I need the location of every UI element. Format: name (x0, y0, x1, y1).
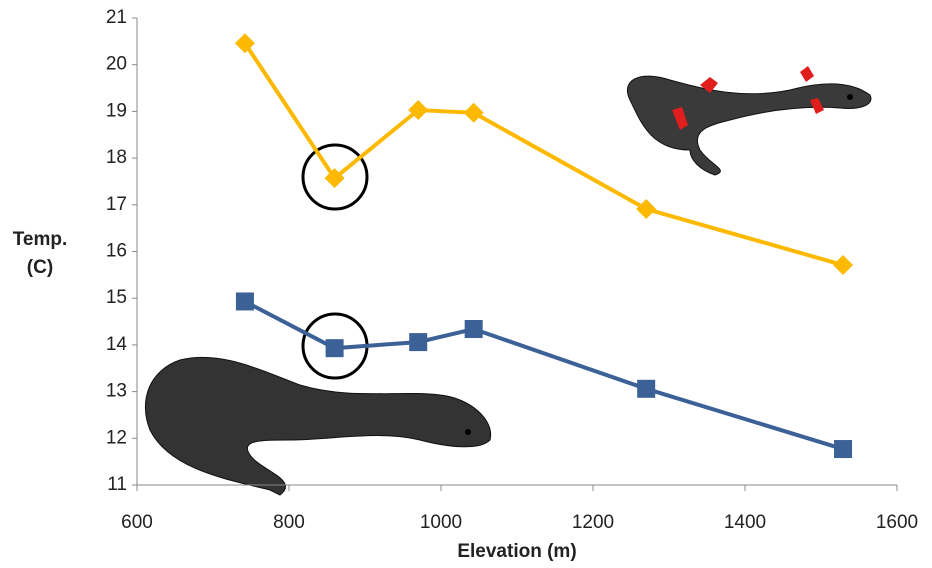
marker (637, 380, 655, 398)
y-axis-title: (C) (27, 257, 53, 278)
marker (834, 440, 852, 458)
marker (464, 103, 484, 123)
y-tick-label: 15 (106, 287, 127, 308)
y-tick-label: 17 (106, 194, 127, 215)
y-tick-label: 14 (106, 334, 128, 355)
marker (236, 292, 254, 310)
x-axis-title: Elevation (m) (457, 541, 576, 562)
x-tick-label: 600 (121, 512, 153, 533)
chart: Elevation (m) Temp. (C) 11 12 13 14 15 16 17 18… (0, 0, 932, 568)
y-axis-title: Temp. (13, 229, 68, 250)
y-tick-label: 20 (106, 54, 127, 75)
y-tick-label: 19 (106, 100, 127, 121)
y-tick-label: 11 (107, 474, 127, 495)
y-tick-label: 13 (106, 381, 127, 402)
y-tick-label: 21 (106, 7, 127, 28)
marker (409, 333, 427, 351)
x-tick-label: 1000 (420, 512, 462, 533)
spotted-salamander (145, 357, 490, 495)
marker (833, 255, 853, 275)
x-tick-label: 1200 (572, 512, 614, 533)
x-tick-label: 1600 (876, 512, 918, 533)
marker (326, 339, 344, 357)
marker (465, 320, 483, 338)
y-tick-label: 18 (106, 147, 127, 168)
x-tick-label: 800 (273, 512, 305, 533)
y-tick-label: 12 (106, 427, 127, 448)
red-legged-salamander (627, 66, 871, 175)
series-line (245, 43, 843, 265)
x-tick-label: 1400 (724, 512, 766, 533)
marker (636, 199, 656, 219)
y-tick-label: 16 (106, 241, 127, 262)
